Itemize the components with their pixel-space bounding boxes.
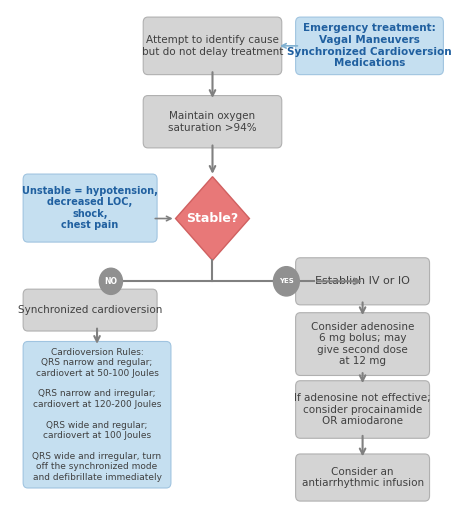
- Text: Synchronized cardioversion: Synchronized cardioversion: [18, 305, 162, 315]
- FancyBboxPatch shape: [143, 96, 282, 148]
- FancyBboxPatch shape: [23, 174, 157, 242]
- FancyBboxPatch shape: [23, 289, 157, 331]
- Text: Establish IV or IO: Establish IV or IO: [315, 276, 410, 286]
- Text: YES: YES: [279, 278, 294, 285]
- FancyBboxPatch shape: [296, 258, 429, 305]
- Text: Attempt to identify cause
but do not delay treatment: Attempt to identify cause but do not del…: [142, 35, 283, 57]
- FancyBboxPatch shape: [296, 312, 429, 376]
- Text: If adenosine not effective;
consider procainamide
OR amiodarone: If adenosine not effective; consider pro…: [294, 393, 431, 426]
- FancyBboxPatch shape: [296, 381, 429, 438]
- Text: Cardioversion Rules:
QRS narrow and regular;
cardiovert at 50-100 Joules

QRS na: Cardioversion Rules: QRS narrow and regu…: [33, 348, 162, 482]
- Text: Unstable = hypotension,
decreased LOC,
shock,
chest pain: Unstable = hypotension, decreased LOC, s…: [22, 186, 158, 230]
- Circle shape: [100, 268, 122, 295]
- FancyBboxPatch shape: [143, 17, 282, 75]
- FancyBboxPatch shape: [296, 454, 429, 501]
- Polygon shape: [175, 177, 249, 260]
- Text: Emergency treatment:
Vagal Maneuvers
Synchronized Cardioversion
Medications: Emergency treatment: Vagal Maneuvers Syn…: [287, 24, 452, 68]
- Text: Consider adenosine
6 mg bolus; may
give second dose
at 12 mg: Consider adenosine 6 mg bolus; may give …: [311, 322, 414, 367]
- Text: Maintain oxygen
saturation >94%: Maintain oxygen saturation >94%: [168, 111, 257, 133]
- FancyBboxPatch shape: [23, 341, 171, 488]
- FancyBboxPatch shape: [296, 17, 443, 75]
- Text: NO: NO: [104, 277, 118, 286]
- Text: Consider an
antiarrhythmic infusion: Consider an antiarrhythmic infusion: [301, 467, 424, 488]
- Circle shape: [273, 267, 299, 296]
- Text: Stable?: Stable?: [186, 212, 238, 225]
